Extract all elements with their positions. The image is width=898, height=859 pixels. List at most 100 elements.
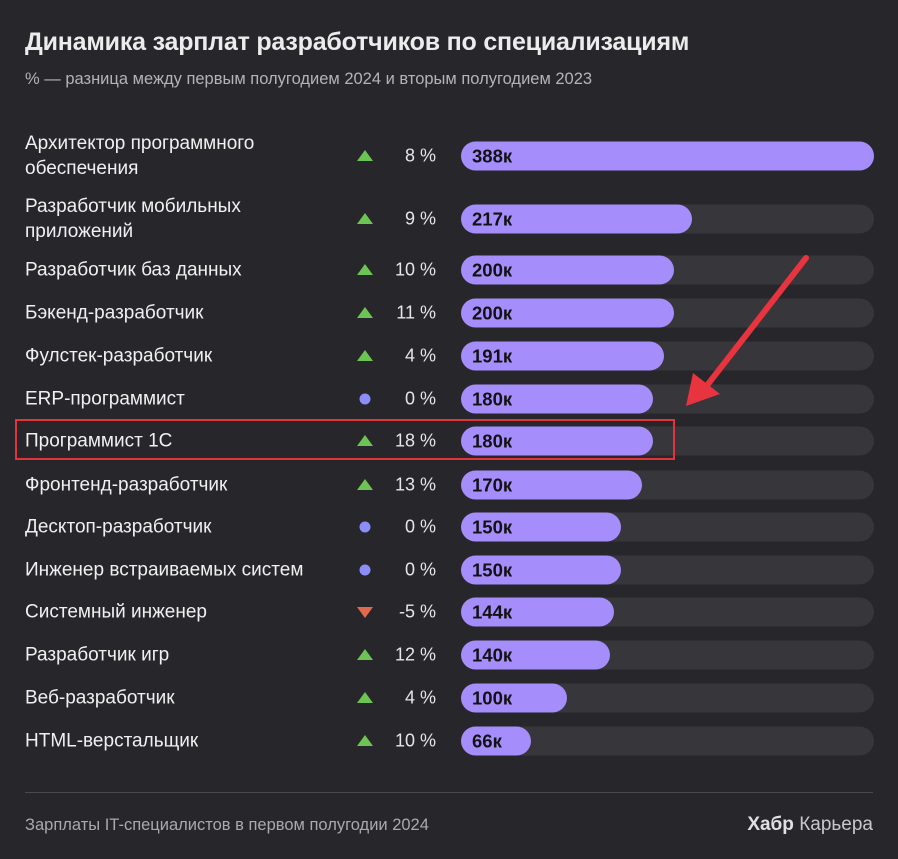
bar-value-label: 180к <box>472 388 513 409</box>
chart-row: HTML-верстальщик 10 % 66к <box>0 721 898 761</box>
row-label: Фронтенд-разработчик <box>25 474 228 496</box>
row-label: Инженер встраиваемых систем <box>25 559 304 581</box>
chart-row: Программист 1С 18 % 180к <box>0 421 898 461</box>
chart-subtitle: % — разница между первым полугодием 2024… <box>25 70 593 88</box>
chart-title: Динамика зарплат разработчиков по специа… <box>25 28 690 56</box>
chart-row: Архитектор программного обеспечения 8 % 38… <box>0 133 898 179</box>
bar-track: 217к <box>461 204 874 234</box>
salary-bar: 180к <box>461 384 653 414</box>
trend-flat-icon <box>357 564 373 576</box>
bar-track: 150к <box>461 555 874 585</box>
row-label: Архитектор программного обеспечения <box>25 133 255 179</box>
row-label: Бэкенд-разработчик <box>25 302 204 324</box>
row-label: ERP-программист <box>25 388 185 410</box>
bar-track: 150к <box>461 512 874 542</box>
change-percent: 13 % <box>394 474 436 495</box>
bar-track: 144к <box>461 597 874 627</box>
bar-track: 180к <box>461 384 874 414</box>
bar-value-label: 66к <box>472 730 502 751</box>
footer-source: Зарплаты IT-специалистов в первом полуго… <box>25 816 429 834</box>
trend-flat-icon <box>357 521 373 533</box>
change-percent: 11 % <box>396 302 436 323</box>
salary-bar: 100к <box>461 683 568 713</box>
row-label: Разработчик мобильных приложений <box>25 196 241 242</box>
chart-row: Веб-разработчик 4 % 100к <box>0 678 898 718</box>
bar-value-label: 100к <box>472 687 513 708</box>
chart-row: Системный инженер -5 % 144к <box>0 592 898 632</box>
change-percent: 10 % <box>394 259 436 280</box>
change-percent: 12 % <box>394 644 436 665</box>
chart-row: Разработчик мобильных приложений 9 % 217к <box>0 196 898 242</box>
trend-flat-icon <box>357 393 373 405</box>
bar-value-label: 150к <box>472 559 513 580</box>
bar-value-label: 180к <box>472 430 513 451</box>
change-percent: 0 % <box>404 516 436 537</box>
bar-track: 200к <box>461 255 874 285</box>
bar-value-label: 388к <box>472 145 513 166</box>
row-label: Десктоп-разработчик <box>25 516 212 538</box>
salary-chart: Архитектор программного обеспечения 8 % 38… <box>0 133 898 761</box>
salary-bar: 200к <box>461 255 674 285</box>
salary-bar: 150к <box>461 512 621 542</box>
change-percent: 10 % <box>394 730 436 751</box>
trend-up-icon <box>357 150 373 162</box>
bar-value-label: 150к <box>472 516 513 537</box>
salary-bar: 170к <box>461 470 642 500</box>
trend-up-icon <box>357 435 373 447</box>
row-label: Разработчик баз данных <box>25 259 242 281</box>
bar-track: 388к <box>461 141 874 171</box>
chart-row: Разработчик баз данных 10 % 200к <box>0 250 898 290</box>
change-percent: 0 % <box>404 559 436 580</box>
bar-track: 200к <box>461 298 874 328</box>
trend-up-icon <box>357 350 373 362</box>
trend-up-icon <box>357 649 373 661</box>
change-percent: 0 % <box>404 388 436 409</box>
footer-brand: Хабр Карьера <box>747 814 873 836</box>
salary-bar: 66к <box>461 726 532 756</box>
row-label: Веб-разработчик <box>25 687 175 709</box>
chart-row: Фулстек-разработчик 4 % 191к <box>0 336 898 376</box>
salary-bar: 388к <box>461 141 874 171</box>
row-label: Системный инженер <box>25 601 208 623</box>
chart-row: Фронтенд-разработчик 13 % 170к <box>0 465 898 505</box>
row-label: HTML-верстальщик <box>25 730 199 752</box>
salary-bar: 144к <box>461 597 615 627</box>
change-percent: 9 % <box>404 208 436 229</box>
bar-track: 140к <box>461 640 874 670</box>
highlight-frame <box>15 419 675 460</box>
change-percent: 4 % <box>404 687 436 708</box>
change-percent: 8 % <box>404 145 436 166</box>
chart-row: Разработчик игр 12 % 140к <box>0 635 898 675</box>
salary-bar: 140к <box>461 640 611 670</box>
salary-bar: 191к <box>461 341 665 371</box>
salary-bar: 200к <box>461 298 674 328</box>
bar-value-label: 170к <box>472 474 513 495</box>
change-percent: -5 % <box>398 601 436 622</box>
bar-track: 100к <box>461 683 874 713</box>
bar-value-label: 144к <box>472 601 513 622</box>
trend-up-icon <box>357 307 373 319</box>
bar-track: 66к <box>461 726 874 756</box>
row-label: Программист 1С <box>25 430 173 452</box>
salary-bar: 150к <box>461 555 621 585</box>
bar-value-label: 191к <box>472 345 513 366</box>
chart-row: Инженер встраиваемых систем 0 % 150к <box>0 550 898 590</box>
footer-divider <box>25 792 873 793</box>
salary-bar: 180к <box>461 426 653 456</box>
trend-up-icon <box>357 735 373 747</box>
bar-value-label: 200к <box>472 302 513 323</box>
trend-up-icon <box>357 213 373 225</box>
trend-up-icon <box>357 479 373 491</box>
trend-down-icon <box>357 606 373 618</box>
trend-up-icon <box>357 692 373 704</box>
bar-value-label: 200к <box>472 259 513 280</box>
chart-row: ERP-программист 0 % 180к <box>0 379 898 419</box>
change-percent: 4 % <box>404 345 436 366</box>
chart-row: Бэкенд-разработчик 11 % 200к <box>0 293 898 333</box>
brand-rest: Карьера <box>799 814 873 835</box>
brand-bold: Хабр <box>747 814 794 835</box>
bar-value-label: 217к <box>472 208 513 229</box>
salary-bar: 217к <box>461 204 692 234</box>
bar-track: 180к <box>461 426 874 456</box>
